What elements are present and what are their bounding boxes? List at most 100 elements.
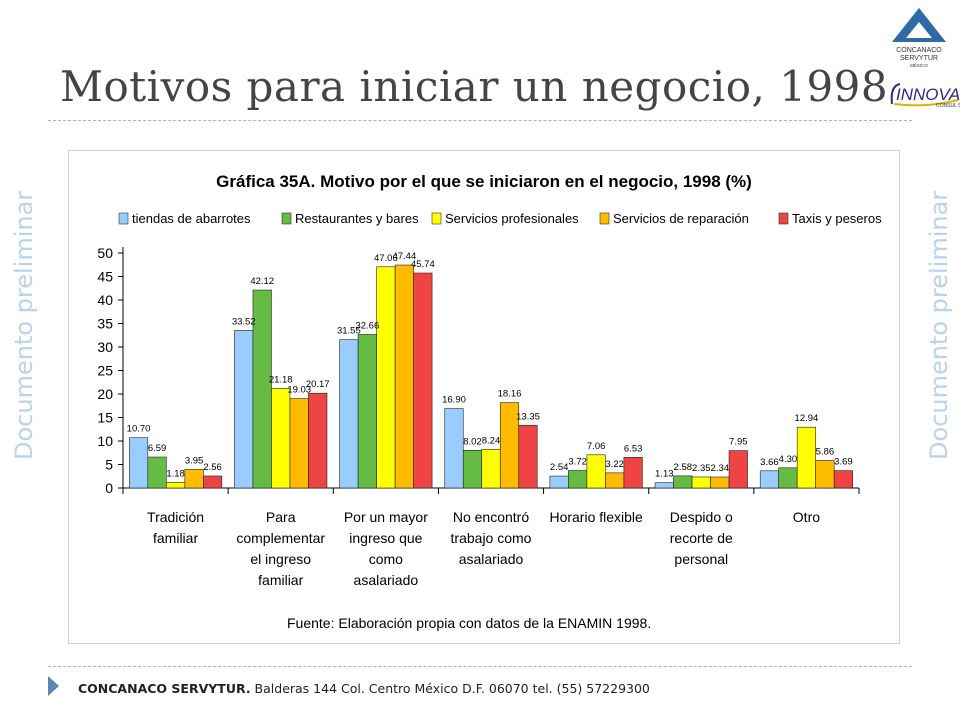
logo-text-line2: SERVYTUR — [900, 55, 938, 62]
bar — [605, 472, 625, 489]
bar — [147, 456, 167, 489]
bar — [673, 475, 693, 489]
bar — [271, 388, 291, 489]
bar — [796, 426, 816, 489]
bar-value-label: 2.35 — [692, 463, 711, 474]
y-tick-label: 10 — [97, 433, 113, 449]
footer-org: CONCANACO SERVYTUR. — [78, 681, 251, 696]
bar — [623, 457, 643, 489]
bar-value-label: 2.34 — [711, 463, 730, 474]
y-tick-label: 35 — [97, 316, 113, 332]
bar-value-label: 3.69 — [834, 457, 853, 468]
bar — [129, 437, 149, 489]
y-tick-label: 15 — [97, 410, 113, 426]
bar — [462, 450, 483, 489]
legend-swatch — [431, 212, 442, 225]
bar — [710, 476, 730, 489]
legend-label: Restaurantes y bares — [295, 211, 419, 226]
svg-text:CONSUL S.C.: CONSUL S.C. — [936, 103, 960, 108]
bar-value-label: 3.66 — [760, 457, 779, 468]
y-tick-label: 25 — [97, 363, 113, 379]
bar-value-label: 5.86 — [816, 446, 835, 457]
y-tick-label: 5 — [105, 457, 113, 473]
legend-label: tiendas de abarrotes — [132, 211, 251, 226]
bar — [728, 450, 748, 489]
x-tick-label: No encontró trabajo como asalariado — [451, 509, 532, 567]
bar — [166, 482, 186, 489]
bar — [654, 482, 674, 489]
bar — [549, 475, 569, 489]
bar-value-label: 3.22 — [605, 459, 624, 470]
concanaco-logo: CONCANACO SERVYTUR MÉXICO — [892, 8, 946, 68]
bar-value-label: 7.95 — [729, 437, 748, 448]
bar-value-label: 33.52 — [232, 316, 256, 327]
bar-value-label: 42.12 — [250, 276, 274, 287]
bar — [394, 264, 414, 489]
chart-legend: tiendas de abarrotes Restaurantes y bares… — [118, 211, 882, 226]
bar-value-label: 47.06 — [374, 253, 398, 264]
bar — [203, 475, 223, 489]
logo-text-line3: MÉXICO — [910, 62, 928, 68]
bar — [413, 272, 433, 489]
bar-value-label: 10.70 — [127, 424, 151, 435]
bar-value-label: 4.30 — [779, 454, 798, 465]
watermark-left: Documento preliminar — [10, 190, 38, 460]
chart-panel: Gráfica 35A. Motivo por el que se inicia… — [68, 150, 900, 644]
y-tick-label: 20 — [97, 386, 113, 402]
bar — [691, 476, 711, 489]
y-tick-label: 40 — [97, 292, 113, 308]
bar-value-label: 47.44 — [392, 251, 416, 262]
footer-text: CONCANACO SERVYTUR. Balderas 144 Col. Ce… — [78, 681, 650, 696]
legend-label: Taxis y peseros — [792, 211, 882, 226]
footer-address: Balderas 144 Col. Centro México D.F. 060… — [250, 681, 650, 696]
bar-value-label: 13.35 — [516, 411, 540, 422]
bar — [568, 470, 588, 489]
data-labels: 10.70 6.59 1.183.952.56 33.52 42.12 21.1819.0… — [127, 251, 853, 480]
bar — [308, 392, 328, 489]
x-axis: Tradición familiar Para complementar el ingr… — [122, 487, 860, 588]
bar — [518, 424, 538, 489]
title-divider — [48, 120, 912, 121]
x-tick-label: Otro — [793, 509, 820, 525]
slide-title: Motivos para iniciar un negocio, 1998 — [60, 62, 889, 111]
bar-value-label: 18.16 — [498, 389, 522, 400]
bar-value-label: 3.72 — [568, 457, 587, 468]
svg-text:INNOVA: INNOVA — [896, 85, 960, 104]
x-tick-label: Despido o recorte de personal — [670, 509, 733, 567]
bar — [759, 470, 779, 489]
bar — [444, 408, 464, 489]
bar — [815, 460, 835, 489]
bar-value-label: 12.94 — [795, 413, 819, 424]
bar — [586, 454, 606, 489]
bar-value-label: 2.58 — [674, 462, 693, 473]
bar-value-label: 1.13 — [655, 469, 674, 480]
bar-chart: Gráfica 35A. Motivo por el que se inicia… — [97, 172, 882, 631]
bar-value-label: 6.53 — [624, 443, 643, 454]
bar — [833, 470, 853, 489]
bar-value-label: 8.24 — [482, 435, 501, 446]
legend-swatch — [778, 212, 789, 225]
legend-label: Servicios de reparación — [613, 211, 749, 226]
bars — [129, 264, 853, 489]
y-tick-label: 0 — [105, 480, 113, 496]
y-axis: 0 5 10 15 20 25 30 35 40 45 50 — [97, 245, 124, 496]
innova-logo: INNOVA CONSUL S.C. — [890, 83, 960, 108]
legend-swatch — [599, 212, 610, 225]
y-tick-label: 30 — [97, 339, 113, 355]
bar-value-label: 32.66 — [355, 320, 379, 331]
bar — [376, 266, 396, 489]
x-tick-label: Tradición familiar — [147, 509, 204, 546]
bar-value-label: 1.18 — [166, 468, 185, 479]
legend-swatch — [118, 212, 129, 225]
bar-value-label: 3.95 — [185, 455, 204, 466]
bar — [481, 448, 501, 489]
bar-value-label: 2.56 — [203, 462, 222, 473]
bar-value-label: 8.02 — [463, 436, 482, 447]
footer-arrow-icon — [48, 676, 59, 696]
x-tick-label: Por un mayor ingreso que como asalariado — [344, 509, 428, 588]
bar-value-label: 19.03 — [287, 385, 311, 396]
bar — [184, 469, 204, 489]
watermark-right: Documento preliminar — [925, 190, 953, 460]
bar — [778, 467, 798, 489]
chart-source-note: Fuente: Elaboración propia con datos de … — [287, 615, 651, 631]
